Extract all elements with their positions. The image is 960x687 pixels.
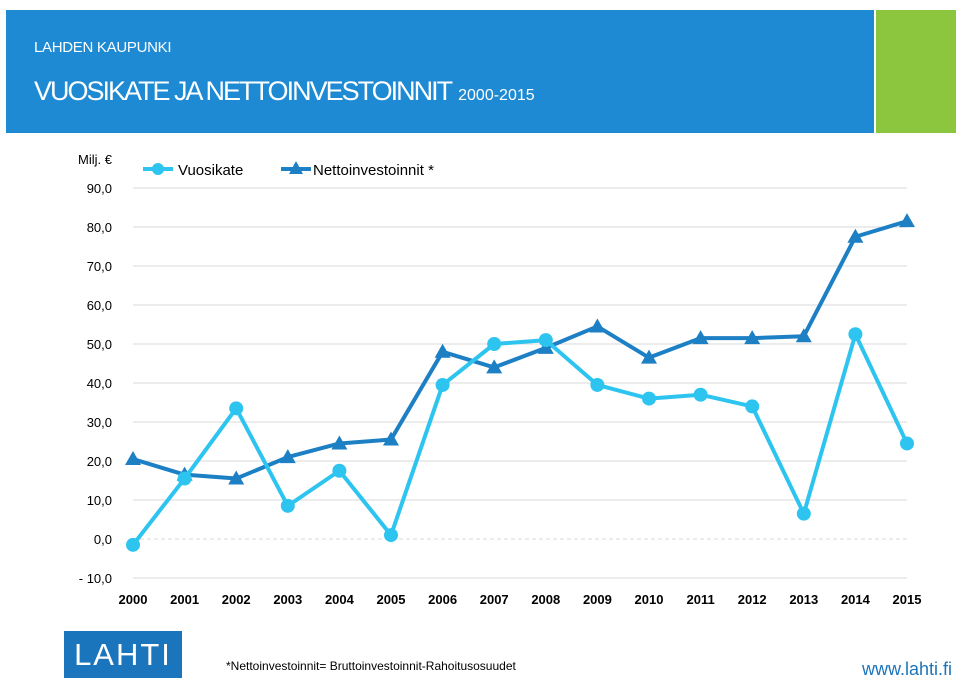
data-point xyxy=(332,463,347,478)
data-point xyxy=(590,377,605,392)
line-chart: Milj. € 90,0 80,0 70,0 60,0 50,0 40,0 30,0 20,0… xyxy=(78,152,922,607)
y-tick-label: 30,0 xyxy=(87,415,112,430)
x-tick-label: 2005 xyxy=(377,592,406,607)
data-point xyxy=(589,318,606,333)
data-point xyxy=(693,387,708,402)
data-point xyxy=(126,537,140,552)
y-tick-label: 20,0 xyxy=(87,454,112,469)
data-point xyxy=(279,449,296,464)
accent-block xyxy=(876,10,956,133)
y-tick-label: 0,0 xyxy=(94,532,112,547)
x-tick-label: 2003 xyxy=(273,592,302,607)
series-group xyxy=(125,213,915,552)
data-point xyxy=(692,330,709,345)
legend-label-nettoinvestoinnit: Nettoinvestoinnit * xyxy=(313,162,434,179)
legend-marker-nettoinvestoinnit xyxy=(289,161,303,174)
y-axis-label: Milj. € xyxy=(78,152,113,167)
data-point xyxy=(899,213,915,228)
legend: Vuosikate Nettoinvestoinnit * xyxy=(143,161,434,179)
title-years: 2000-2015 xyxy=(458,87,535,104)
data-point xyxy=(796,506,811,521)
x-tick-label: 2010 xyxy=(635,592,664,607)
data-point xyxy=(383,431,399,446)
data-point xyxy=(435,377,450,392)
x-tick-label: 2006 xyxy=(428,592,457,607)
data-point xyxy=(125,451,141,466)
header-banner: LAHDEN KAUPUNKI VUOSIKATE JA NETTOINVEST… xyxy=(6,10,874,133)
website-link[interactable]: www.lahti.fi xyxy=(862,659,953,679)
data-point xyxy=(641,349,657,364)
data-point xyxy=(229,401,244,416)
y-tick-label: 80,0 xyxy=(87,220,112,235)
data-point xyxy=(486,359,503,374)
legend-label-vuosikate: Vuosikate xyxy=(178,162,243,179)
data-point xyxy=(745,399,760,414)
title-main: VUOSIKATE JA NETTOINVESTOINNIT xyxy=(34,76,453,106)
x-tick-label: 2013 xyxy=(789,592,818,607)
data-point xyxy=(744,330,761,345)
data-point xyxy=(538,333,553,348)
x-tick-labels: 2000 2001 2002 2003 2004 2005 2006 2007 2008 2009… xyxy=(119,592,922,607)
x-tick-label: 2012 xyxy=(738,592,767,607)
data-point xyxy=(331,435,348,450)
data-point xyxy=(384,528,398,543)
gridlines xyxy=(133,187,907,579)
data-point xyxy=(642,391,656,406)
logo-text: LAHTI xyxy=(74,636,172,672)
y-tick-label: 40,0 xyxy=(87,376,112,391)
x-tick-label: 2014 xyxy=(841,592,871,607)
x-tick-label: 2009 xyxy=(583,592,612,607)
data-point xyxy=(795,328,812,343)
y-tick-label: 60,0 xyxy=(87,298,112,313)
lahti-logo: LAHTI xyxy=(64,631,182,678)
data-point xyxy=(847,228,864,243)
series-line xyxy=(132,219,908,481)
data-point xyxy=(900,436,914,451)
x-tick-label: 2008 xyxy=(531,592,560,607)
x-tick-label: 2001 xyxy=(170,592,199,607)
x-tick-label: 2011 xyxy=(686,592,714,607)
y-tick-label: - 10,0 xyxy=(79,571,112,586)
organization-name: LAHDEN KAUPUNKI xyxy=(34,39,172,56)
x-tick-label: 2002 xyxy=(222,592,251,607)
y-tick-label: 10,0 xyxy=(87,493,112,508)
x-tick-label: 2015 xyxy=(893,592,922,607)
x-tick-label: 2004 xyxy=(325,592,355,607)
data-point xyxy=(228,470,245,485)
legend-marker-vuosikate xyxy=(152,163,164,175)
x-tick-label: 2007 xyxy=(480,592,509,607)
x-tick-label: 2000 xyxy=(119,592,148,607)
series-line xyxy=(131,332,909,547)
data-point xyxy=(280,498,295,513)
data-point xyxy=(487,337,502,351)
page-title: VUOSIKATE JA NETTOINVESTOINNIT 2000-2015 xyxy=(34,76,535,107)
data-point xyxy=(434,343,451,358)
y-tick-labels: 90,0 80,0 70,0 60,0 50,0 40,0 30,0 20,0 10,0 0,0 -… xyxy=(79,181,112,586)
y-tick-label: 50,0 xyxy=(87,337,112,352)
y-tick-label: 70,0 xyxy=(87,259,112,274)
y-tick-label: 90,0 xyxy=(87,181,112,196)
data-point xyxy=(848,327,863,342)
data-point xyxy=(177,471,192,486)
footnote: *Nettoinvestoinnit= Bruttoinvestoinnit-R… xyxy=(226,659,516,673)
